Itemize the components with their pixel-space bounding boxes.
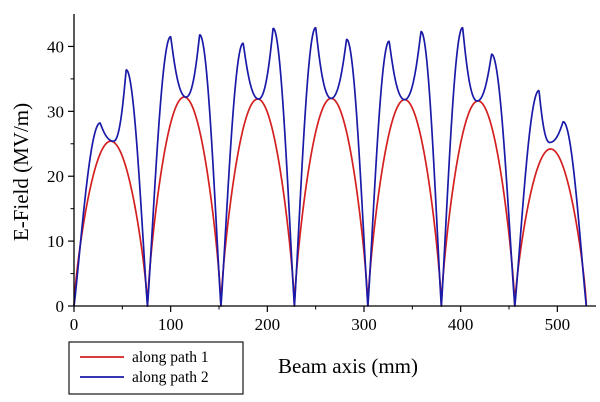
x-tick-label: 500: [545, 315, 571, 334]
y-tick-label: 20: [47, 167, 64, 186]
y-tick-label: 10: [47, 232, 64, 251]
x-tick-label: 0: [70, 315, 79, 334]
legend-label-2: along path 2: [132, 369, 209, 386]
y-tick-label: 30: [47, 102, 64, 121]
x-tick-label: 200: [255, 315, 281, 334]
legend-box: [68, 341, 244, 395]
x-tick-label: 100: [158, 315, 184, 334]
y-axis-title: E-Field (MV/m): [9, 103, 33, 241]
y-tick-label: 40: [47, 37, 64, 56]
series-line-1: [73, 96, 588, 307]
x-tick-label: 300: [351, 315, 377, 334]
plot-curves: [73, 26, 588, 307]
legend: along path 1 along path 2: [68, 341, 244, 395]
y-tick-label: 0: [56, 297, 65, 316]
series-line-2: [73, 26, 588, 307]
x-axis-title: Beam axis (mm): [278, 354, 418, 378]
axes: 0 100 200 300 400 500 0 10 20 30 40: [47, 14, 596, 334]
legend-label-1: along path 1: [132, 349, 209, 366]
x-tick-label: 400: [448, 315, 474, 334]
